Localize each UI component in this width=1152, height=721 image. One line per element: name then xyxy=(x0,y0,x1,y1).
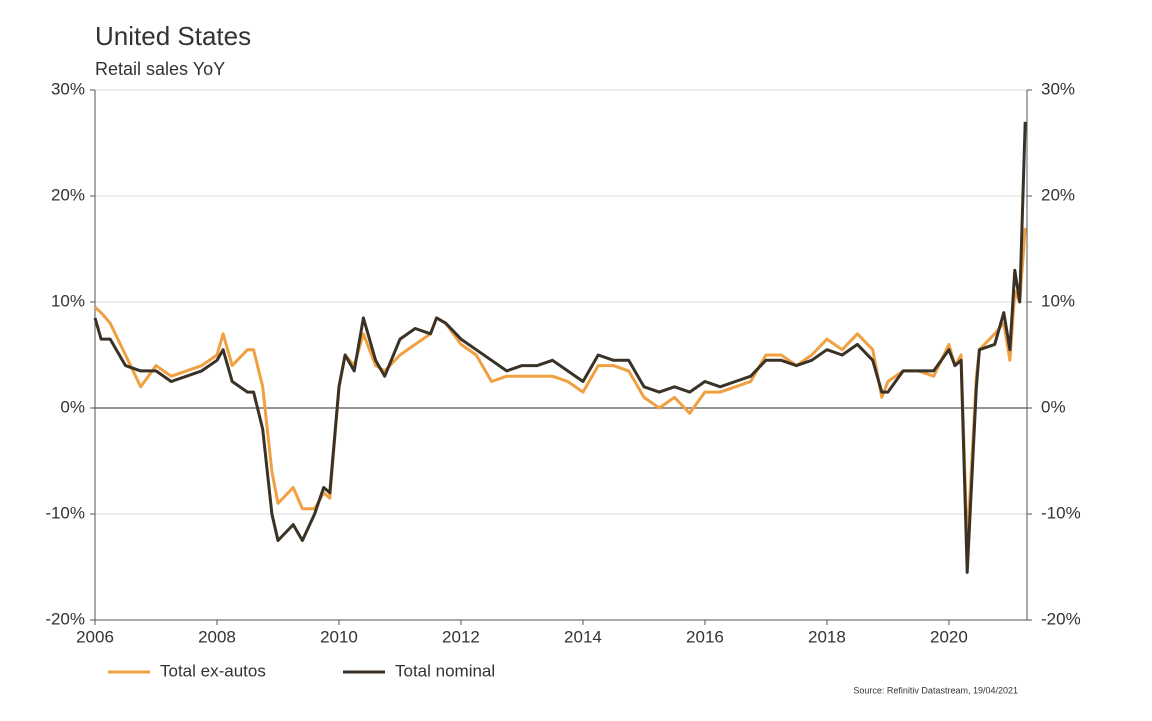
source-note: Source: Refinitiv Datastream, 19/04/2021 xyxy=(853,685,1018,695)
legend-label: Total nominal xyxy=(395,661,495,680)
y2-tick-label: 30% xyxy=(1041,79,1075,98)
x-tick-label: 2014 xyxy=(564,627,602,646)
x-tick-label: 2006 xyxy=(76,627,114,646)
y2-tick-label: 20% xyxy=(1041,185,1075,204)
x-tick-label: 2012 xyxy=(442,627,480,646)
y2-tick-label: 0% xyxy=(1041,397,1066,416)
y-tick-label: -20% xyxy=(45,609,85,628)
series-line xyxy=(94,227,1027,548)
x-tick-label: 2018 xyxy=(808,627,846,646)
x-tick-label: 2008 xyxy=(198,627,236,646)
x-tick-label: 2016 xyxy=(686,627,724,646)
y-tick-label: 0% xyxy=(60,397,85,416)
y-tick-label: 20% xyxy=(51,185,85,204)
legend-label: Total ex-autos xyxy=(160,661,266,680)
chart-title: United States xyxy=(95,21,251,51)
chart-subtitle: Retail sales YoY xyxy=(95,59,225,79)
y2-tick-label: -20% xyxy=(1041,609,1081,628)
y-tick-label: -10% xyxy=(45,503,85,522)
y-tick-label: 30% xyxy=(51,79,85,98)
y-tick-label: 10% xyxy=(51,291,85,310)
y2-tick-label: 10% xyxy=(1041,291,1075,310)
x-tick-label: 2020 xyxy=(930,627,968,646)
x-tick-label: 2010 xyxy=(320,627,358,646)
y2-tick-label: -10% xyxy=(1041,503,1081,522)
series-line xyxy=(93,121,1027,574)
